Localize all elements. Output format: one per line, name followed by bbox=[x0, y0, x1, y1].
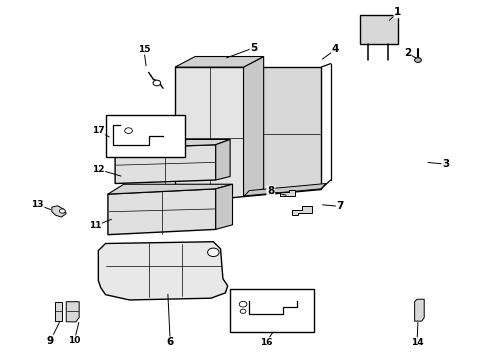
Text: 11: 11 bbox=[88, 221, 101, 230]
Polygon shape bbox=[244, 184, 325, 196]
Polygon shape bbox=[215, 184, 232, 229]
Polygon shape bbox=[108, 184, 232, 194]
Text: 1: 1 bbox=[393, 8, 401, 17]
Text: 4: 4 bbox=[331, 45, 339, 54]
Circle shape bbox=[60, 209, 65, 213]
Polygon shape bbox=[215, 139, 230, 180]
Text: 12: 12 bbox=[92, 165, 104, 174]
Polygon shape bbox=[175, 67, 244, 203]
Polygon shape bbox=[52, 206, 66, 217]
Polygon shape bbox=[243, 57, 263, 196]
Polygon shape bbox=[175, 57, 263, 67]
Text: 16: 16 bbox=[259, 338, 272, 347]
Text: 13: 13 bbox=[31, 200, 43, 209]
Text: 14: 14 bbox=[410, 338, 423, 347]
Text: 15: 15 bbox=[137, 45, 150, 54]
Circle shape bbox=[239, 301, 246, 307]
Polygon shape bbox=[292, 206, 311, 215]
Circle shape bbox=[240, 309, 245, 313]
Polygon shape bbox=[414, 299, 424, 321]
Circle shape bbox=[153, 80, 160, 86]
Text: 10: 10 bbox=[68, 336, 81, 345]
Text: 2: 2 bbox=[403, 48, 410, 58]
Polygon shape bbox=[66, 302, 79, 322]
Text: 3: 3 bbox=[441, 159, 448, 169]
Polygon shape bbox=[280, 189, 294, 196]
Polygon shape bbox=[55, 302, 62, 321]
Polygon shape bbox=[108, 189, 215, 235]
Text: 5: 5 bbox=[250, 43, 257, 53]
Text: 6: 6 bbox=[166, 337, 174, 347]
Text: 9: 9 bbox=[47, 336, 54, 346]
Text: 8: 8 bbox=[266, 186, 274, 196]
Polygon shape bbox=[359, 15, 397, 44]
Polygon shape bbox=[115, 139, 230, 148]
Bar bbox=[105, 116, 184, 157]
Polygon shape bbox=[115, 145, 215, 184]
Polygon shape bbox=[98, 242, 227, 300]
Text: 7: 7 bbox=[336, 202, 344, 211]
Bar bbox=[230, 289, 313, 332]
Text: 17: 17 bbox=[92, 126, 104, 135]
Circle shape bbox=[414, 58, 421, 63]
Polygon shape bbox=[244, 67, 321, 196]
Circle shape bbox=[124, 128, 132, 134]
Circle shape bbox=[207, 248, 219, 257]
